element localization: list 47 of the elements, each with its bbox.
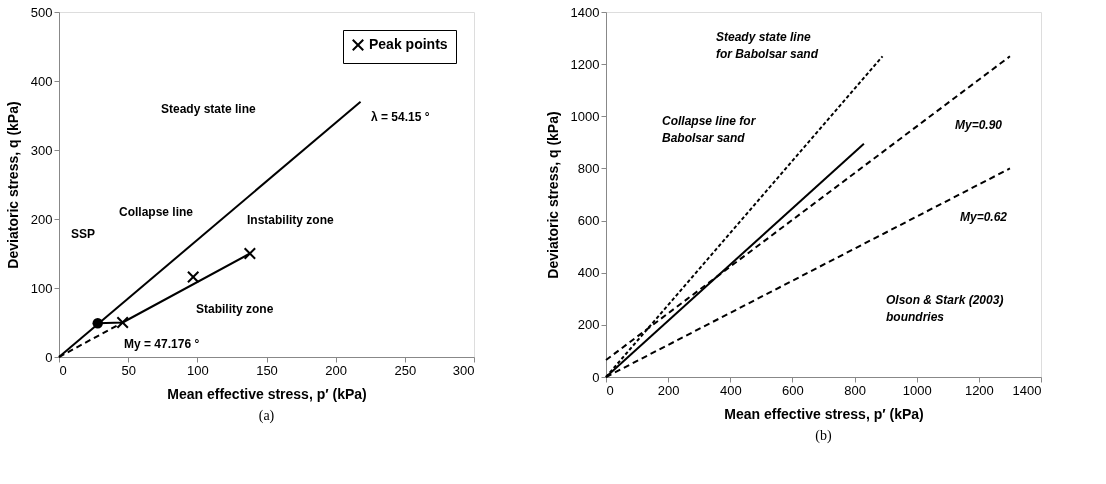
x-tick-label: 1200 — [964, 382, 994, 398]
x-tick-label: 250 — [394, 362, 417, 378]
annotation: Instability zone — [247, 213, 334, 227]
annotation: Stability zone — [196, 302, 274, 316]
y-tick-label: 1400 — [570, 4, 600, 20]
x-tick-label: 300 — [452, 362, 475, 378]
x-tick-label: 1000 — [902, 382, 932, 398]
annotation: My=0.90 — [955, 118, 1003, 132]
y-tick-label: 200 — [30, 211, 53, 227]
y-tick-label: 200 — [577, 317, 600, 333]
legend-label: Peak points — [369, 36, 448, 52]
x-tick-label: 100 — [186, 362, 209, 378]
y-tick-label: 500 — [30, 4, 53, 20]
y-tick-label: 400 — [577, 265, 600, 281]
y-tick-label: 300 — [30, 142, 53, 158]
x-tick-label: 800 — [844, 382, 866, 398]
y-tick-label: 1200 — [570, 56, 600, 72]
y-tick-label: 100 — [30, 280, 53, 296]
x-tick-label: 0 — [59, 362, 67, 378]
x-tick-label: 0 — [606, 382, 614, 398]
x-tick-label: 200 — [657, 382, 680, 398]
x-axis-title: Mean effective stress, p′ (kPa) — [167, 385, 367, 402]
y-axis-title: Deviatoric stress, q (kPa) — [544, 111, 561, 279]
annotation: λ = 54.15 ° — [371, 110, 430, 124]
annotation: SSP — [71, 227, 96, 241]
x-tick-label: 400 — [719, 382, 742, 398]
annotation: Collapse line for Babolsar sand — [662, 114, 757, 145]
y-tick-label: 400 — [30, 73, 53, 89]
x-tick-label: 150 — [256, 362, 278, 378]
annotation: Olson & Stark (2003) boundries — [886, 293, 1004, 324]
x-tick-label: 50 — [121, 362, 136, 378]
annotation: My = 47.176 ° — [124, 337, 200, 351]
x-tick-label: 600 — [782, 382, 804, 398]
y-tick-label: 800 — [577, 160, 600, 176]
annotation: Collapse line — [119, 205, 194, 219]
annotation: Steady state line for Babolsar sand — [716, 30, 819, 61]
x-tick-label: 1400 — [1012, 382, 1042, 398]
x-tick-label: 200 — [325, 362, 348, 378]
text: (b) — [815, 428, 832, 444]
y-tick-label: 0 — [45, 349, 53, 365]
text: (a) — [258, 408, 275, 424]
annotation: Steady state line — [161, 102, 257, 116]
annotation: My=0.62 — [960, 210, 1008, 224]
x-axis-title: Mean effective stress, p′ (kPa) — [724, 405, 924, 422]
y-tick-label: 600 — [577, 213, 600, 229]
y-axis-title: Deviatoric stress, q (kPa) — [4, 101, 21, 269]
y-tick-label: 1000 — [570, 108, 600, 124]
